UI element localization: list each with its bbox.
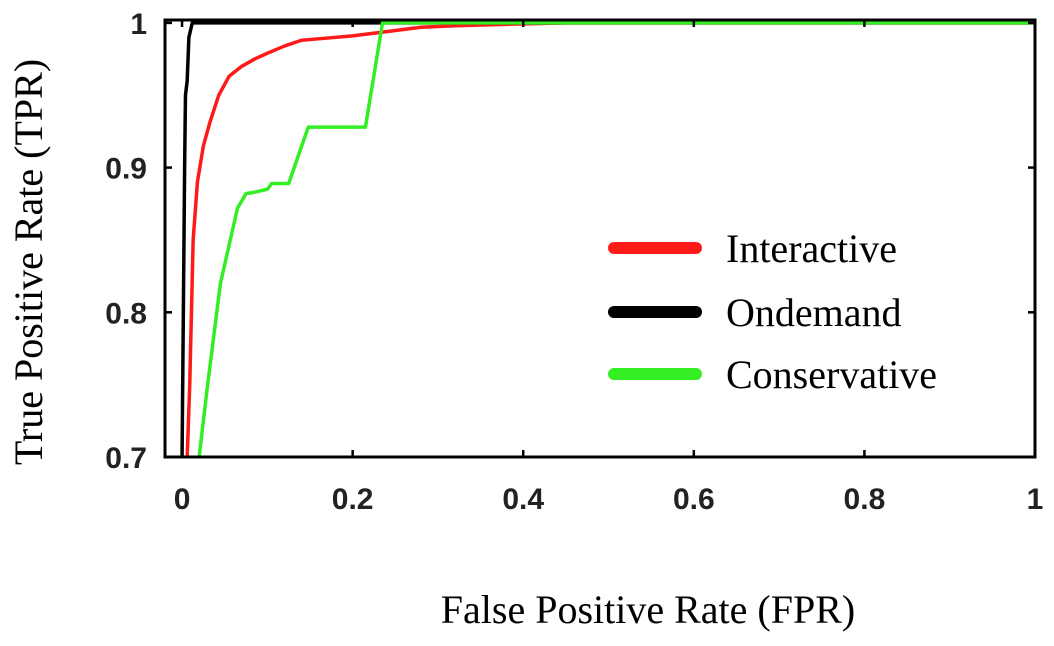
y-tick-labels: 0.7 0.8 0.9 1 (105, 8, 147, 475)
x-tick-label: 0 (174, 483, 191, 516)
series-line-conservative (197, 21, 1035, 458)
x-tick-label: 0.2 (332, 483, 374, 516)
x-tick-label: 1 (1027, 483, 1044, 516)
y-tick-label: 0.7 (105, 442, 147, 475)
x-tick-label: 0.8 (844, 483, 886, 516)
x-tick-label: 0.4 (502, 483, 544, 516)
legend-label-conservative: Conservative (726, 352, 937, 397)
x-tick-labels: 0 0.2 0.4 0.6 0.8 1 (174, 483, 1044, 516)
series-layer (180, 21, 1035, 458)
series-line-ondemand (180, 21, 1035, 458)
y-tick-label: 0.8 (105, 297, 147, 330)
y-tick-label: 1 (130, 8, 147, 41)
legend-label-interactive: Interactive (726, 226, 897, 271)
legend-label-ondemand: Ondemand (726, 290, 902, 335)
y-tick-label: 0.9 (105, 153, 147, 186)
series-line-interactive (185, 21, 1035, 458)
legend: Interactive Ondemand Conservative (608, 226, 937, 397)
x-axis-label: False Positive Rate (FPR) (441, 587, 855, 632)
y-axis-label: True Positive Rate (TPR) (6, 59, 51, 465)
x-tick-label: 0.6 (673, 483, 715, 516)
plot-frame (163, 18, 1037, 459)
